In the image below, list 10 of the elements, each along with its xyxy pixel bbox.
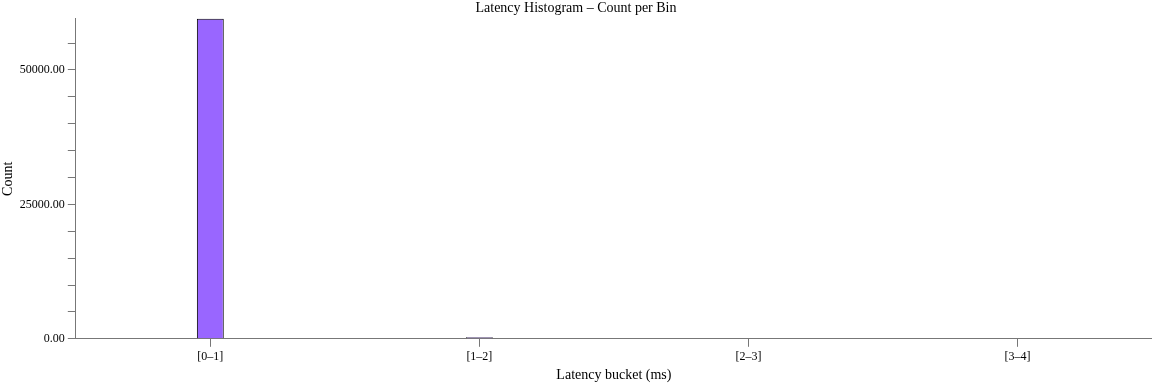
y-tick-label: 0.00 (43, 330, 65, 345)
x-tick-label: [0–1] (197, 349, 224, 364)
y-tick-label: 50000.00 (19, 62, 65, 77)
chart-title: Latency Histogram – Count per Bin (475, 0, 677, 16)
y-axis-title: Count (0, 161, 16, 196)
x-tick-label: [2–3] (735, 349, 762, 364)
x-axis-title: Latency bucket (ms) (556, 367, 672, 384)
x-tick-label: [3–4] (1004, 349, 1031, 364)
y-tick-label: 25000.00 (19, 196, 65, 211)
x-tick-label: [1–2] (466, 349, 493, 364)
